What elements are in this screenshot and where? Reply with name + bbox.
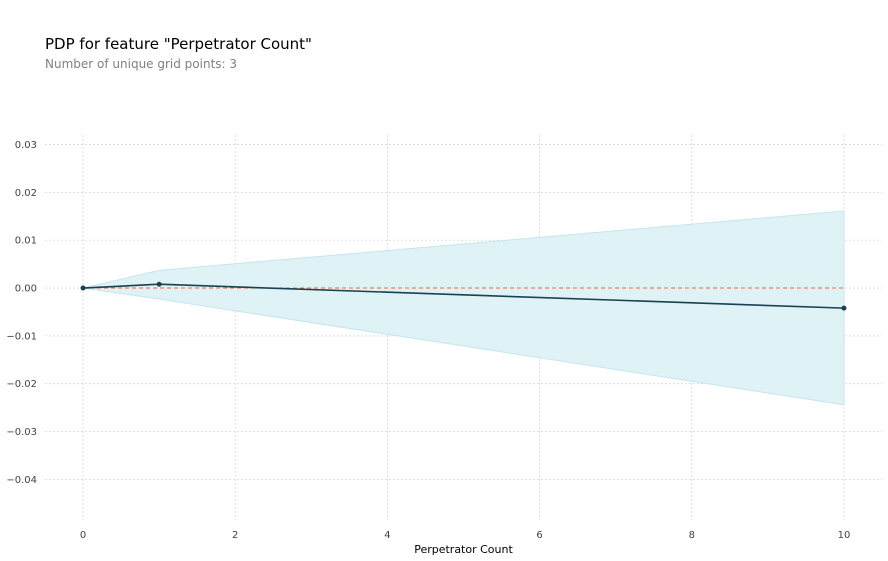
y-tick-label: −0.01 — [6, 331, 37, 342]
pdp-points — [80, 281, 847, 311]
axis-ticks: 0 2 4 6 8 10 0.03 0.02 0.01 0.00 −0.01 −0.02 −0.03 −0… — [6, 140, 850, 541]
chart-subtitle: Number of unique grid points: 3 — [45, 57, 238, 71]
y-tick-label: −0.02 — [6, 379, 37, 390]
x-tick-label: 8 — [689, 530, 695, 541]
y-tick-label: 0.02 — [15, 188, 37, 199]
x-tick-label: 2 — [232, 530, 238, 541]
y-tick-label: −0.03 — [6, 427, 37, 438]
pdp-point — [841, 305, 847, 311]
chart-title: PDP for feature "Perpetrator Count" — [45, 35, 312, 53]
y-tick-label: 0.01 — [15, 236, 37, 247]
x-axis-label: Perpetrator Count — [414, 543, 513, 556]
y-tick-label: 0.00 — [15, 284, 37, 295]
x-tick-label: 10 — [838, 530, 851, 541]
y-tick-label: 0.03 — [15, 140, 37, 151]
x-tick-label: 4 — [384, 530, 390, 541]
x-tick-label: 0 — [80, 530, 86, 541]
pdp-point — [80, 285, 86, 291]
pdp-point — [156, 281, 162, 287]
x-tick-label: 6 — [536, 530, 542, 541]
y-tick-label: −0.04 — [6, 475, 37, 486]
